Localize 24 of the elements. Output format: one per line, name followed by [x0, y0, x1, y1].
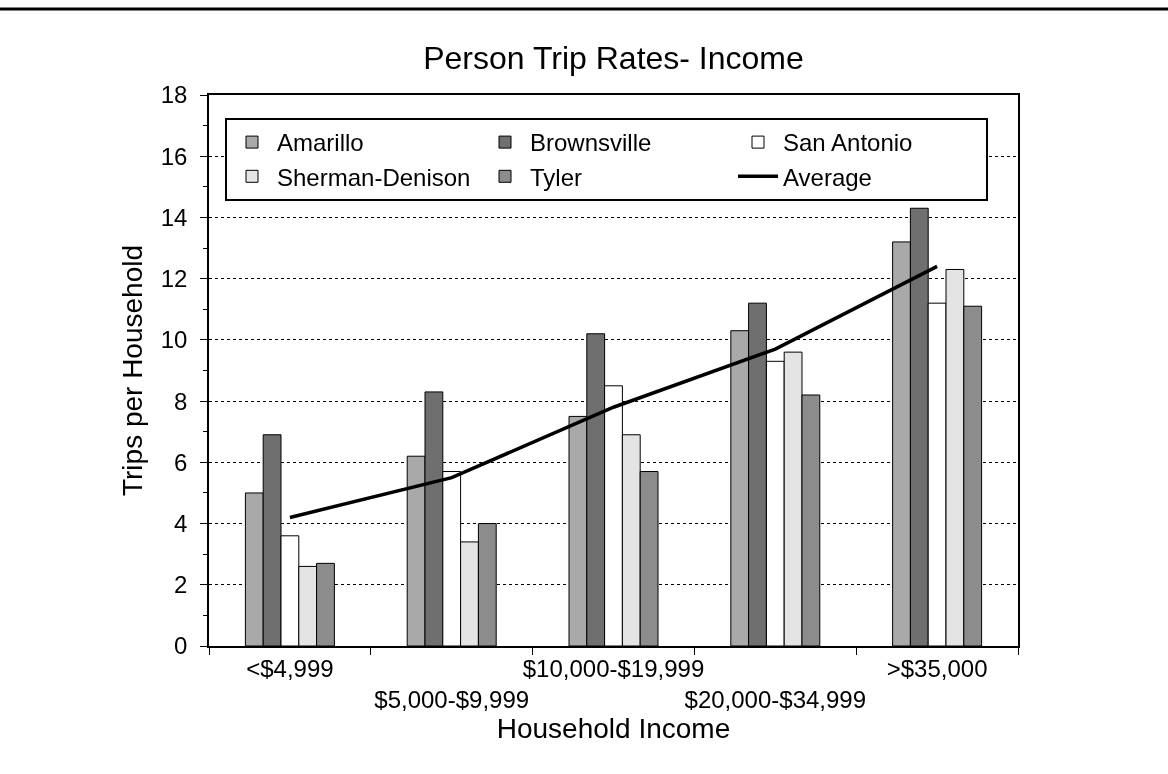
legend-label: Amarillo [277, 129, 364, 157]
legend-label: Tyler [530, 163, 583, 191]
y-tick-label: 4 [174, 509, 188, 537]
y-axis-title: Trips per Household [116, 244, 148, 497]
x-tick-label: >$35,000 [886, 654, 988, 682]
x-tick-label: $5,000-$9,999 [374, 685, 530, 713]
y-tick-label: 6 [174, 448, 188, 476]
legend-label: Average [783, 163, 872, 191]
y-tick-label: 0 [174, 632, 188, 660]
legend-label: Brownsville [530, 129, 652, 157]
x-axis-title: Household Income [496, 712, 731, 744]
x-tick-label: $20,000-$34,999 [684, 685, 867, 713]
y-tick-label: 10 [160, 326, 188, 354]
legend-label: Sherman-Denison [277, 163, 471, 191]
x-tick-label: <$4,999 [246, 654, 334, 682]
y-tick-label: 14 [160, 203, 188, 231]
x-tick-label: $10,000-$19,999 [522, 654, 705, 682]
y-tick-label: 2 [174, 571, 188, 599]
legend-label: San Antonio [783, 129, 913, 157]
y-tick-label: 16 [160, 142, 188, 170]
chart-title: Person Trip Rates- Income [423, 40, 804, 77]
y-tick-label: 18 [160, 81, 188, 109]
y-tick-label: 8 [174, 387, 188, 415]
y-tick-label: 12 [160, 265, 188, 293]
